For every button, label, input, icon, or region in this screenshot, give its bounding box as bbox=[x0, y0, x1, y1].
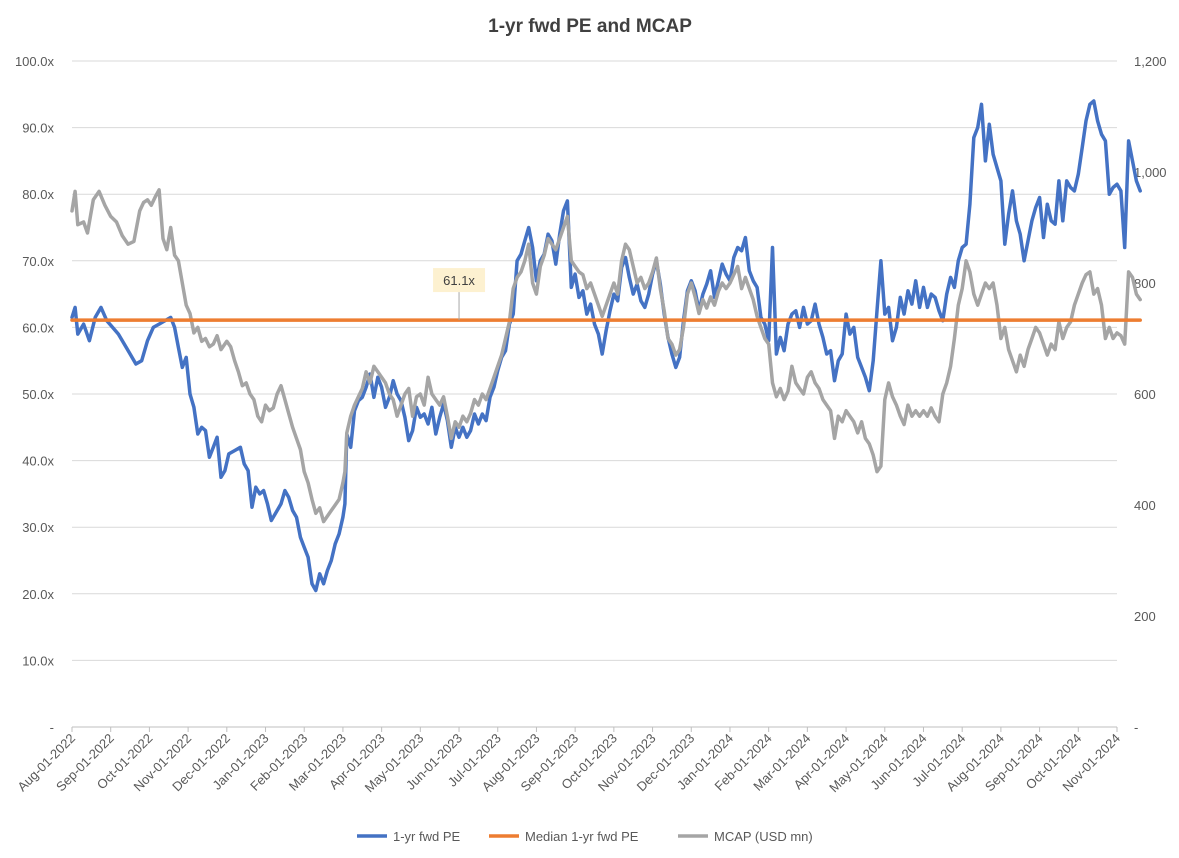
y2-tick-label: 200 bbox=[1134, 609, 1156, 624]
y2-tick-label: 600 bbox=[1134, 387, 1156, 402]
y-tick-label: 50.0x bbox=[22, 387, 54, 402]
y2-tick-label: 1,000 bbox=[1134, 165, 1167, 180]
y-tick-label: 30.0x bbox=[22, 520, 54, 535]
y2-tick-label: 400 bbox=[1134, 498, 1156, 513]
y-tick-label: 70.0x bbox=[22, 254, 54, 269]
legend: 1-yr fwd PE Median 1-yr fwd PE MCAP (USD m… bbox=[357, 829, 813, 844]
series-lines bbox=[70, 99, 1142, 593]
y-tick-label: 40.0x bbox=[22, 454, 54, 469]
y-tick-label: 20.0x bbox=[22, 587, 54, 602]
y2-tick-label: 1,200 bbox=[1134, 54, 1167, 69]
chart-title: 1-yr fwd PE and MCAP bbox=[488, 16, 692, 37]
y-tick-label: 100.0x bbox=[15, 54, 55, 69]
series-line-mcap-usd-mn bbox=[70, 188, 1142, 524]
callout-label: 61.1x bbox=[443, 273, 475, 288]
legend-label: MCAP (USD mn) bbox=[714, 829, 813, 844]
y-tick-label: 10.0x bbox=[22, 653, 54, 668]
callout-box bbox=[433, 268, 486, 293]
y-tick-label: 60.0x bbox=[22, 320, 54, 335]
legend-label: 1-yr fwd PE bbox=[393, 829, 461, 844]
y-tick-label: 80.0x bbox=[22, 187, 54, 202]
y2-tick-label: 800 bbox=[1134, 276, 1156, 291]
y2-tick-label: - bbox=[1134, 720, 1138, 735]
y-tick-label: 90.0x bbox=[22, 121, 54, 136]
median-callout: 61.1x bbox=[433, 268, 486, 321]
legend-label: Median 1-yr fwd PE bbox=[525, 829, 639, 844]
y-tick-label: - bbox=[50, 720, 54, 735]
